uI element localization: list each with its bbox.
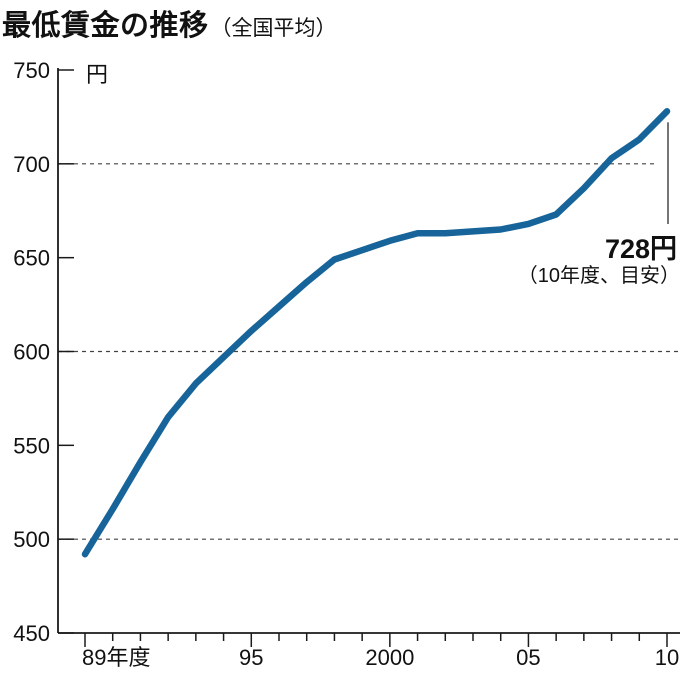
y-axis-unit-label: 円: [86, 62, 109, 87]
y-tick-label: 750: [13, 58, 50, 83]
annotation-value-label: 728円: [604, 234, 677, 264]
y-tick-label: 600: [13, 340, 50, 365]
y-tick-label: 650: [13, 246, 50, 271]
x-tick-label: 05: [516, 645, 540, 670]
chart-subtitle: （全国平均）: [210, 17, 337, 40]
wage-line: [81, 108, 671, 558]
annotation-note-label: （10年度、目安）: [517, 265, 680, 287]
x-tick-label: 10: [655, 645, 679, 670]
chart-header: 最低賃金の推移（全国平均）: [2, 2, 337, 44]
y-tick-label: 500: [13, 527, 50, 552]
x-tick-label: 89年度: [82, 645, 150, 670]
y-tick-label: 700: [13, 152, 50, 177]
y-tick-label: 450: [13, 621, 50, 646]
x-tick-label: 95: [239, 645, 263, 670]
y-tick-label: 550: [13, 433, 50, 458]
x-tick-label: 2000: [365, 645, 414, 670]
chart-title: 最低賃金の推移: [2, 10, 209, 42]
